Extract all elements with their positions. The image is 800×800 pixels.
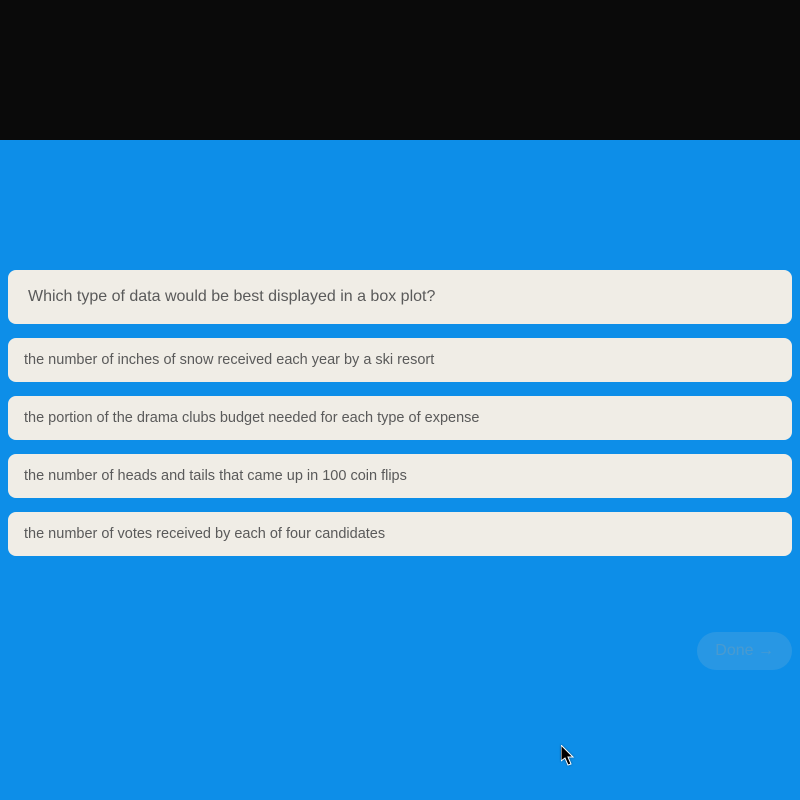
- answer-option-3[interactable]: the number of heads and tails that came …: [8, 454, 792, 498]
- answer-option-2[interactable]: the portion of the drama clubs budget ne…: [8, 396, 792, 440]
- answer-text: the number of votes received by each of …: [24, 526, 385, 542]
- question-card: Which type of data would be best display…: [8, 270, 792, 324]
- question-text: Which type of data would be best display…: [28, 288, 435, 305]
- quiz-area: Which type of data would be best display…: [0, 140, 800, 800]
- answer-text: the portion of the drama clubs budget ne…: [24, 410, 479, 426]
- answer-text: the number of heads and tails that came …: [24, 468, 407, 484]
- answer-text: the number of inches of snow received ea…: [24, 352, 434, 368]
- answer-option-1[interactable]: the number of inches of snow received ea…: [8, 338, 792, 382]
- done-button[interactable]: Done →: [697, 632, 792, 670]
- answer-option-4[interactable]: the number of votes received by each of …: [8, 512, 792, 556]
- top-bar: [0, 0, 800, 140]
- done-button-label: Done →: [715, 642, 774, 659]
